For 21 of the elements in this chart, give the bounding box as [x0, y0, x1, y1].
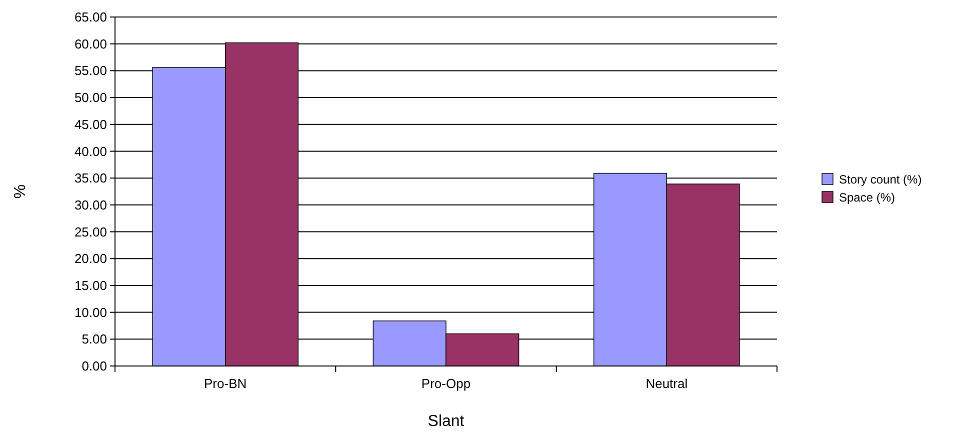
y-axis-title: % [12, 184, 29, 199]
y-tick-label: 50.00 [74, 90, 107, 106]
y-tick-label: 10.00 [74, 304, 107, 320]
legend-label: Space (%) [839, 190, 896, 204]
y-tick-label: 40.00 [74, 144, 107, 159]
y-tick-label: 55.00 [74, 63, 107, 78]
y-tick-label: 30.00 [74, 197, 107, 212]
y-tick-label: 65.00 [74, 10, 107, 25]
y-tick-label: 35.00 [74, 170, 107, 186]
legend-label: Story count (%) [839, 172, 922, 186]
y-tick-label: 20.00 [74, 251, 107, 266]
y-tick-label: 5.00 [82, 332, 107, 347]
y-tick-label: 0.00 [82, 358, 107, 374]
y-tick-label: 45.00 [74, 116, 107, 132]
y-tick-label: 60.00 [74, 36, 107, 52]
y-tick-label: 15.00 [74, 278, 107, 294]
x-tick-label: Pro-Opp [421, 376, 471, 391]
y-tick-label: 25.00 [74, 224, 107, 240]
x-tick-label: Neutral [646, 376, 688, 391]
x-axis-title: Slant [428, 413, 465, 430]
x-tick-label: Pro-BN [204, 376, 247, 391]
